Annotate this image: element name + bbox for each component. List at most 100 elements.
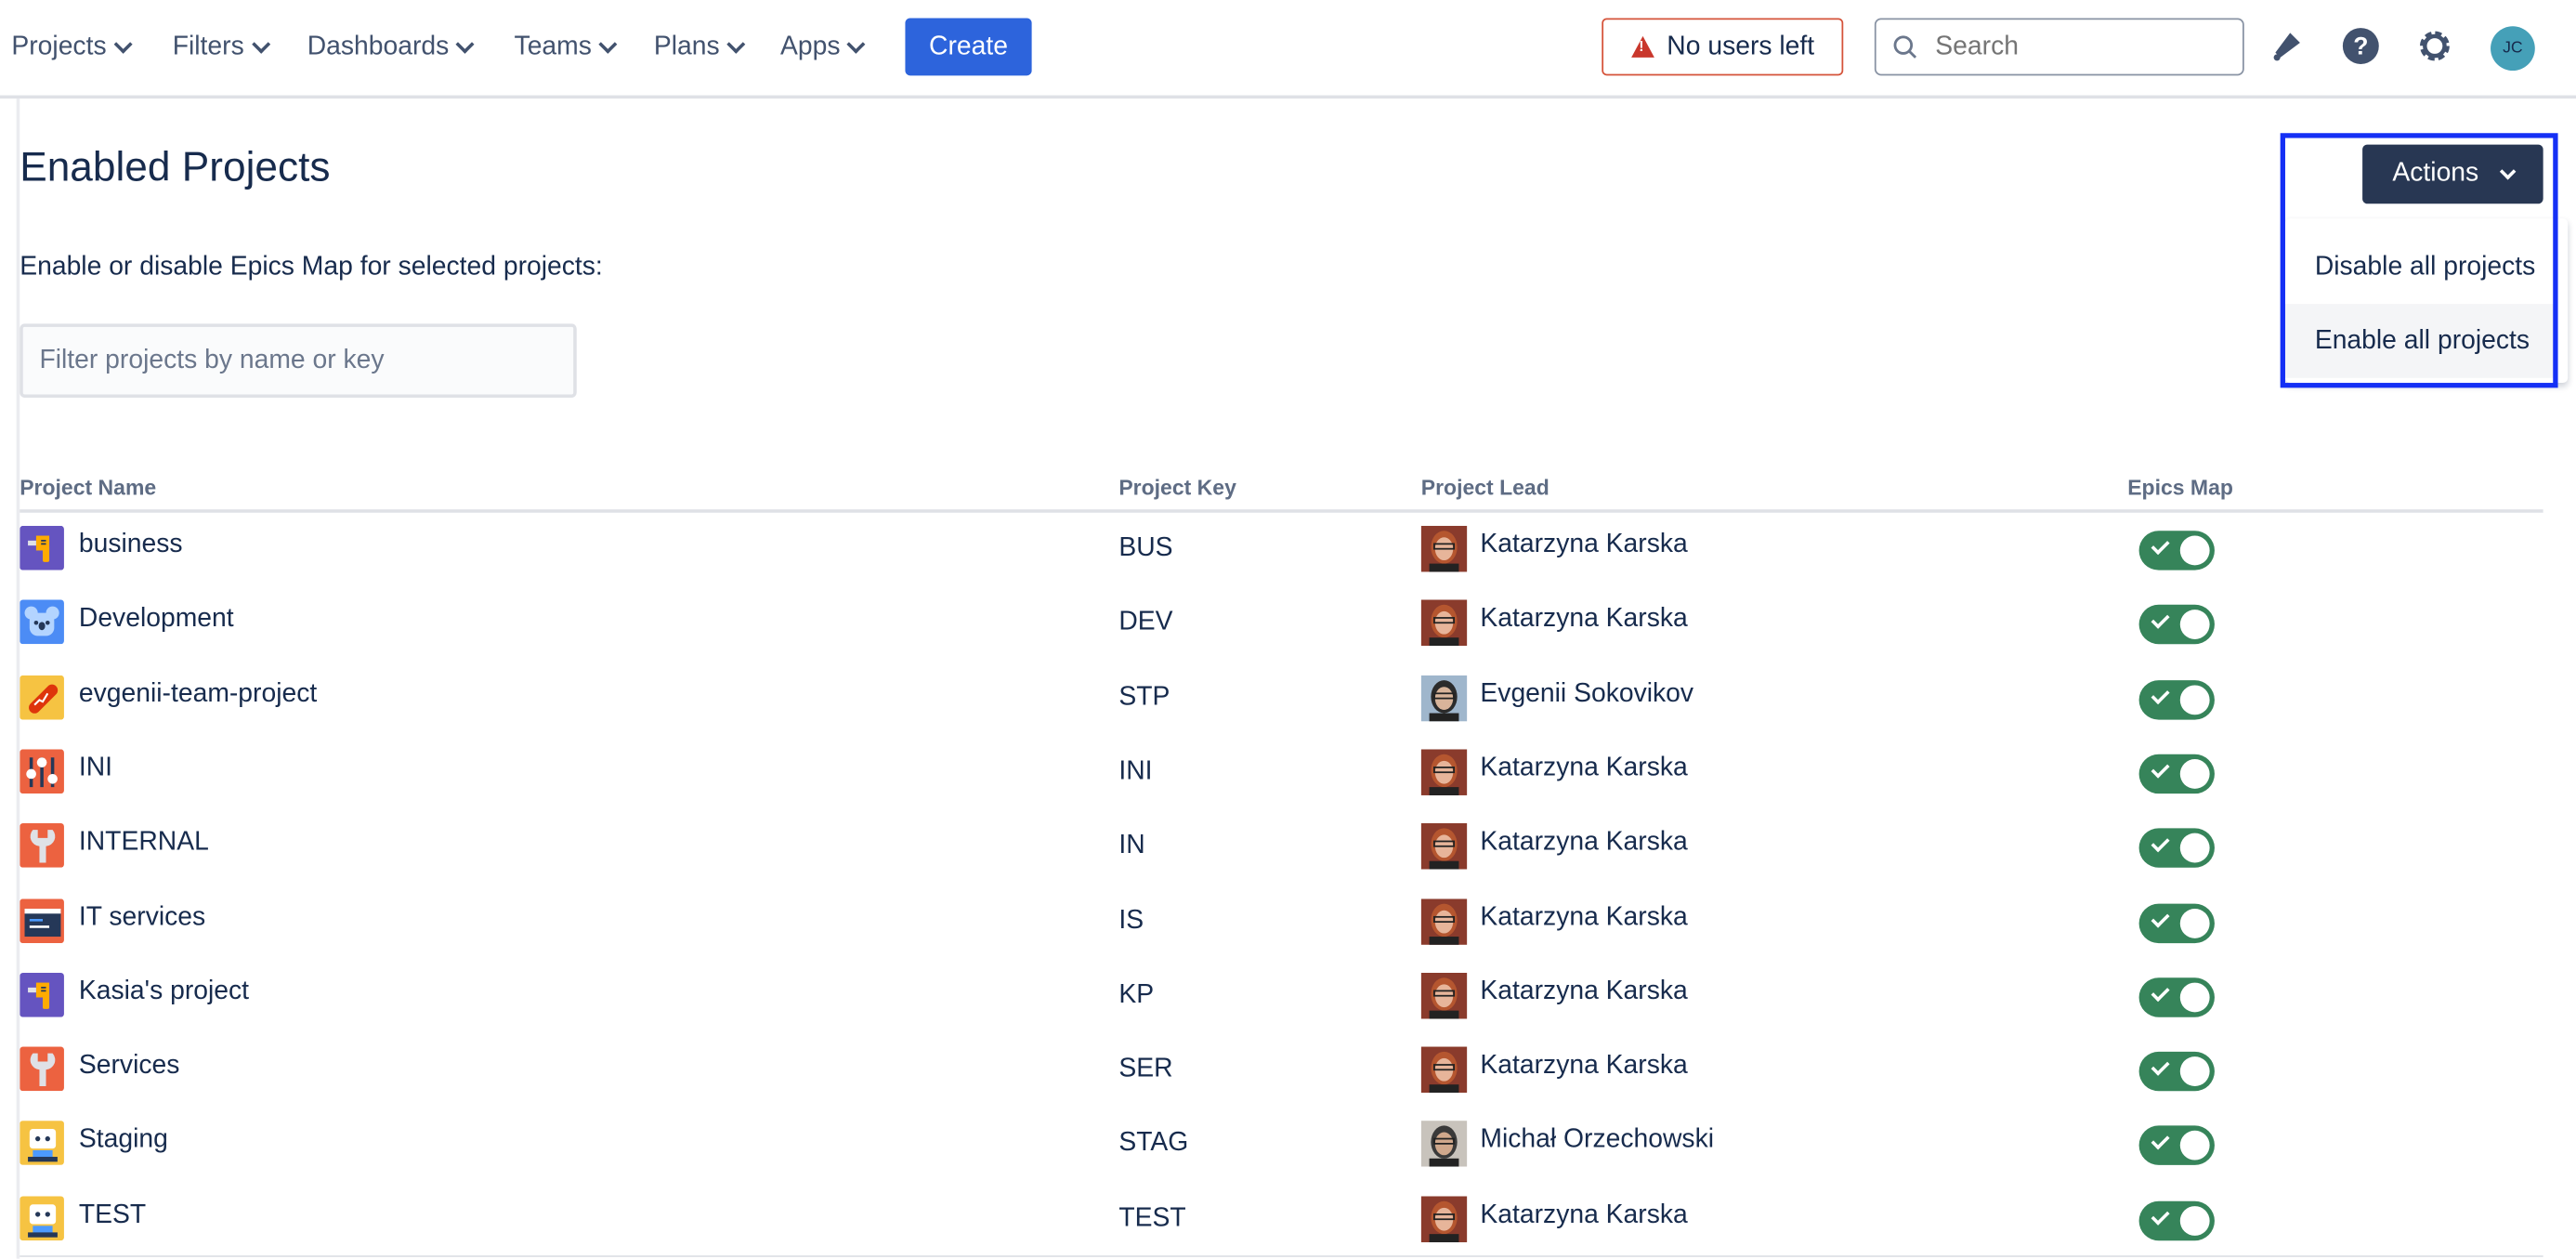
project-name[interactable]: INI	[78, 754, 113, 782]
wrench-icon	[20, 1046, 64, 1092]
wrench-icon	[20, 823, 64, 869]
project-key: IN	[1118, 832, 1145, 860]
nav-item-filters[interactable]: Filters	[172, 0, 270, 96]
toggle-knob	[2179, 1131, 2210, 1161]
epics-map-toggle[interactable]	[2138, 605, 2215, 645]
settings-button[interactable]	[2415, 26, 2454, 65]
help-button[interactable]: ?	[2341, 26, 2380, 65]
nav-item-apps[interactable]: Apps	[780, 0, 867, 96]
robot-icon	[20, 1195, 64, 1240]
toggle-knob	[2179, 1205, 2210, 1236]
filter-projects-input[interactable]	[20, 323, 577, 398]
project-key: STAG	[1118, 1129, 1189, 1158]
nav-item-label: Filters	[172, 33, 244, 61]
search-input[interactable]	[1931, 30, 2218, 64]
lead-avatar	[1420, 600, 1468, 647]
check-icon	[2151, 759, 2170, 779]
lead-avatar	[1420, 525, 1468, 572]
epics-map-toggle[interactable]	[2138, 531, 2215, 570]
user-avatar[interactable]: JC	[2491, 26, 2535, 72]
actions-button[interactable]: Actions	[2362, 144, 2543, 204]
project-name[interactable]: Kasia's project	[78, 977, 250, 1005]
chevron-down-icon	[847, 34, 867, 54]
epics-map-toggle[interactable]	[2138, 1052, 2215, 1092]
nav-item-projects[interactable]: Projects	[11, 0, 133, 96]
epics-map-toggle[interactable]	[2138, 679, 2215, 719]
notifications-button[interactable]	[2268, 26, 2307, 65]
robot-icon	[20, 1121, 64, 1166]
check-icon	[2151, 1206, 2170, 1226]
chevron-down-icon	[251, 34, 270, 54]
epics-map-toggle[interactable]	[2138, 1126, 2215, 1166]
check-icon	[2151, 982, 2170, 1002]
menu-item-disable-all[interactable]: Disable all projects	[2314, 252, 2536, 281]
license-warning-button[interactable]: No users left	[1602, 18, 1844, 76]
project-key: KP	[1118, 980, 1155, 1009]
toggle-knob	[2179, 982, 2210, 1013]
menu-item-enable-all[interactable]: Enable all projects	[2284, 304, 2554, 378]
project-name[interactable]: Development	[78, 605, 234, 634]
page-title: Enabled Projects	[20, 144, 331, 191]
nav-item-label: Teams	[514, 33, 592, 61]
chevron-down-icon	[598, 34, 618, 54]
project-name[interactable]: Services	[78, 1052, 180, 1081]
table-row: INI INI Katarzyna Karska	[0, 734, 2576, 808]
table-row: IT services IS Katarzyna Karska	[0, 884, 2576, 958]
project-lead: Katarzyna Karska	[1480, 828, 1688, 857]
lead-avatar	[1420, 1046, 1468, 1094]
actions-dropdown-menu: Disable all projects Enable all projects	[2284, 218, 2569, 384]
warning-icon	[1630, 35, 1654, 58]
nav-item-plans[interactable]: Plans	[653, 0, 746, 96]
epics-map-toggle[interactable]	[2138, 902, 2215, 943]
epics-map-toggle[interactable]	[2138, 1200, 2215, 1240]
project-name[interactable]: TEST	[78, 1200, 147, 1229]
nav-item-label: Apps	[780, 33, 841, 61]
create-button[interactable]: Create	[905, 18, 1032, 76]
toggle-knob	[2179, 908, 2210, 938]
project-key: STP	[1118, 682, 1170, 712]
project-name[interactable]: business	[78, 531, 183, 559]
column-header-epics-map: Epics Map	[2127, 475, 2233, 500]
terminal-icon	[20, 898, 64, 943]
check-icon	[2151, 610, 2170, 630]
highlight-box	[2280, 133, 2558, 388]
project-key: BUS	[1118, 533, 1173, 562]
lead-avatar	[1420, 823, 1468, 870]
toggle-knob	[2179, 833, 2210, 863]
hotdog-icon	[20, 675, 64, 719]
table-row: evgenii-team-project STP Evgenii Sokovikov	[0, 660, 2576, 734]
page-description: Enable or disable Epics Map for selected…	[20, 253, 603, 282]
header-divider	[20, 509, 2543, 513]
lead-avatar	[1420, 749, 1468, 795]
check-icon	[2151, 1056, 2170, 1076]
epics-map-toggle[interactable]	[2138, 754, 2215, 793]
toggle-knob	[2179, 1056, 2210, 1087]
project-key: IS	[1118, 906, 1144, 935]
actions-label: Actions	[2392, 159, 2479, 188]
toggle-knob	[2179, 758, 2210, 789]
project-name[interactable]: evgenii-team-project	[78, 679, 318, 708]
column-header-name: Project Name	[20, 475, 157, 500]
search-box[interactable]	[1874, 18, 2244, 76]
check-icon	[2151, 536, 2170, 556]
project-lead: Katarzyna Karska	[1480, 1052, 1688, 1081]
lead-avatar	[1420, 1195, 1468, 1242]
project-name[interactable]: Staging	[78, 1126, 168, 1155]
check-icon	[2151, 908, 2170, 927]
project-name[interactable]: IT services	[78, 902, 206, 931]
epics-map-toggle[interactable]	[2138, 977, 2215, 1017]
project-lead: Katarzyna Karska	[1480, 531, 1688, 559]
chevron-down-icon	[726, 34, 746, 54]
check-icon	[2151, 685, 2170, 704]
project-lead: Katarzyna Karska	[1480, 902, 1688, 931]
epics-map-toggle[interactable]	[2138, 828, 2215, 869]
column-header-key: Project Key	[1118, 475, 1236, 500]
sidebar-edge	[16, 98, 20, 1259]
koala-icon	[20, 600, 64, 645]
top-navigation: Projects Filters Dashboards Teams Plans Apps …	[0, 0, 2576, 99]
project-name[interactable]: INTERNAL	[78, 828, 209, 857]
project-key: TEST	[1118, 1203, 1186, 1232]
nav-item-teams[interactable]: Teams	[514, 0, 618, 96]
nav-item-label: Plans	[653, 33, 720, 61]
nav-item-dashboards[interactable]: Dashboards	[307, 0, 475, 96]
